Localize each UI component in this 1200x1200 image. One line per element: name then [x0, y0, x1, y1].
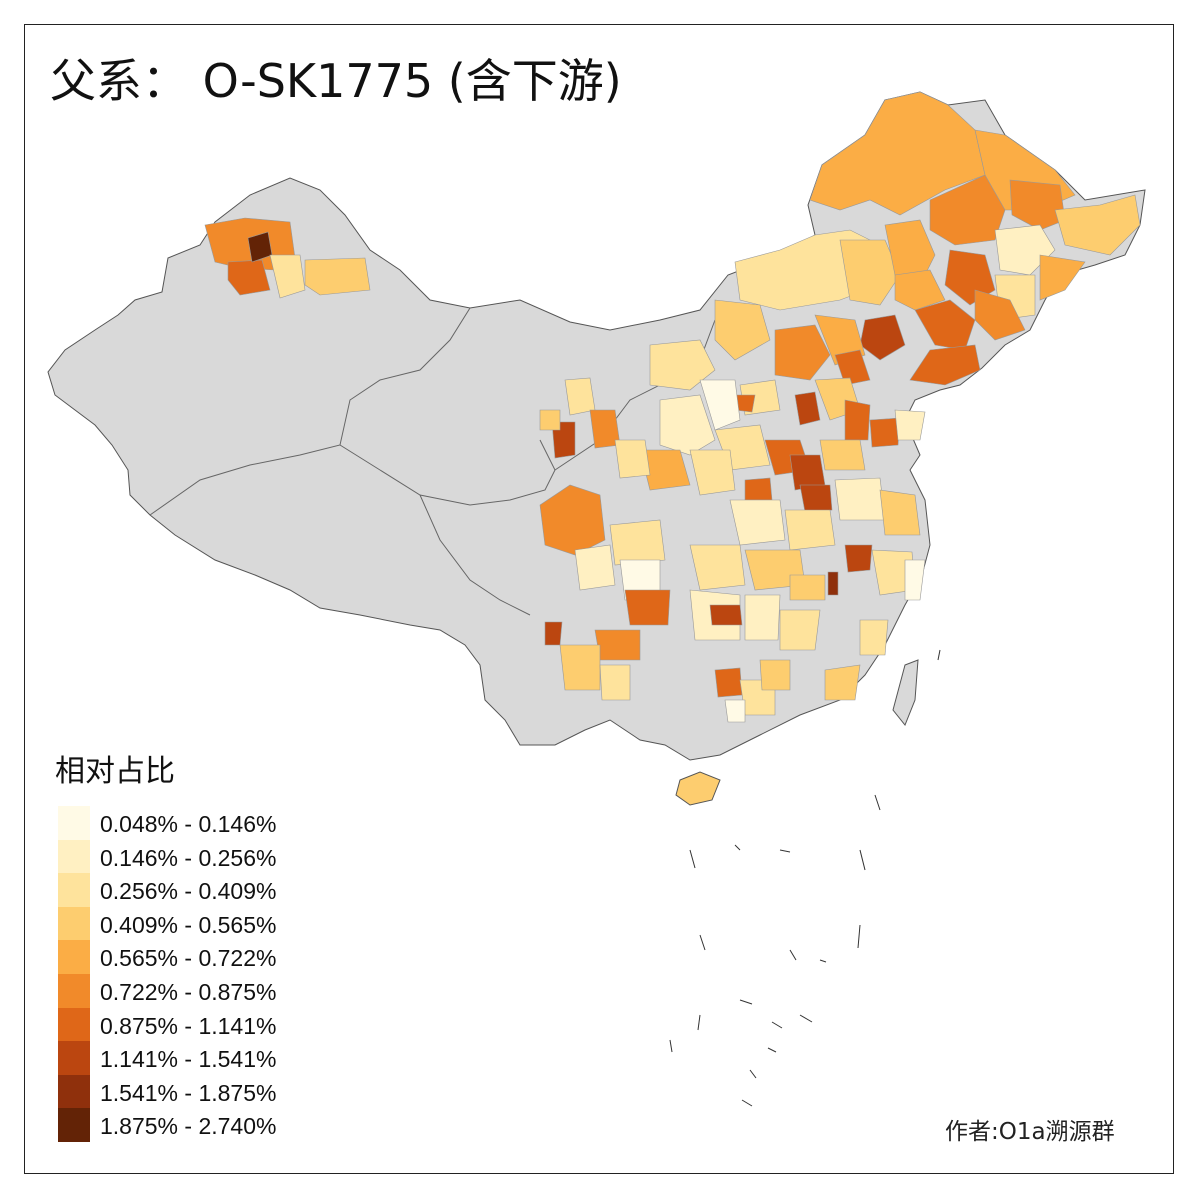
region — [909, 344, 981, 386]
region — [539, 409, 561, 431]
region — [551, 421, 576, 459]
region — [724, 699, 746, 723]
map-frame — [24, 24, 1174, 1174]
legend-label: 0.722% - 0.875% — [100, 978, 277, 1005]
legend-swatch — [58, 1041, 90, 1075]
region — [689, 544, 746, 591]
region — [844, 399, 871, 441]
legend-swatch — [58, 806, 90, 840]
legend-label: 1.141% - 1.541% — [100, 1046, 277, 1073]
region — [834, 477, 886, 521]
region — [564, 377, 596, 416]
region — [699, 379, 741, 431]
region — [689, 449, 736, 496]
region — [929, 174, 1006, 246]
region — [839, 239, 901, 306]
region — [834, 349, 871, 386]
legend-label: 0.146% - 0.256% — [100, 844, 277, 871]
region — [539, 484, 606, 556]
legend-label: 0.565% - 0.722% — [100, 945, 277, 972]
region — [799, 484, 833, 513]
region — [844, 544, 873, 573]
region — [824, 664, 861, 701]
legend-label: 0.048% - 0.146% — [100, 811, 277, 837]
region — [714, 299, 771, 361]
legend-swatch — [58, 973, 90, 1008]
region — [594, 629, 641, 661]
legend-swatch — [58, 839, 90, 874]
region — [599, 664, 631, 701]
legend-label: 0.409% - 0.565% — [100, 911, 277, 938]
region — [974, 289, 1026, 341]
region — [1009, 179, 1066, 231]
region — [827, 571, 839, 596]
region — [624, 589, 671, 626]
region — [794, 391, 821, 426]
region — [304, 257, 371, 296]
region — [779, 609, 821, 651]
region — [744, 594, 781, 641]
region — [559, 644, 601, 691]
legend-swatch — [58, 1074, 90, 1109]
region — [894, 269, 946, 311]
region — [659, 394, 716, 456]
legend-swatch — [58, 940, 90, 974]
legend-label: 1.875% - 2.740% — [100, 1113, 277, 1140]
region — [639, 449, 691, 491]
region — [269, 254, 306, 299]
region — [819, 439, 866, 471]
region — [744, 477, 773, 501]
region — [809, 91, 986, 216]
legend-swatch — [58, 1007, 90, 1042]
region — [614, 439, 651, 479]
region — [884, 219, 936, 286]
region — [759, 659, 791, 691]
region — [609, 519, 666, 566]
region — [774, 324, 831, 381]
shaded-regions — [204, 91, 1141, 723]
region — [574, 544, 616, 591]
legend-swatch — [58, 873, 90, 907]
region — [784, 509, 836, 551]
region — [894, 409, 926, 441]
legend-swatch — [58, 1108, 90, 1142]
legend-title: 相对占比 — [55, 754, 175, 789]
legend-swatch — [58, 906, 90, 941]
region — [709, 604, 743, 626]
region — [729, 499, 786, 546]
region — [914, 299, 976, 351]
region — [1039, 254, 1086, 301]
region-hainan — [675, 771, 721, 806]
region — [789, 574, 826, 601]
region-taiwan — [892, 659, 919, 726]
map-title: 父系： O-SK1775 (含下游) — [50, 54, 622, 108]
region — [879, 489, 921, 536]
region — [544, 621, 563, 646]
region — [904, 559, 926, 601]
south-sea-islands — [669, 649, 941, 1107]
legend-label: 1.541% - 1.875% — [100, 1079, 277, 1106]
region — [859, 619, 889, 656]
region — [869, 417, 901, 448]
legend-label: 0.256% - 0.409% — [100, 878, 277, 905]
legend-label: 0.875% - 1.141% — [100, 1012, 277, 1039]
author-credit: 作者:O1a溯源群 — [945, 1119, 1115, 1145]
region — [1054, 194, 1141, 256]
region — [714, 667, 743, 698]
